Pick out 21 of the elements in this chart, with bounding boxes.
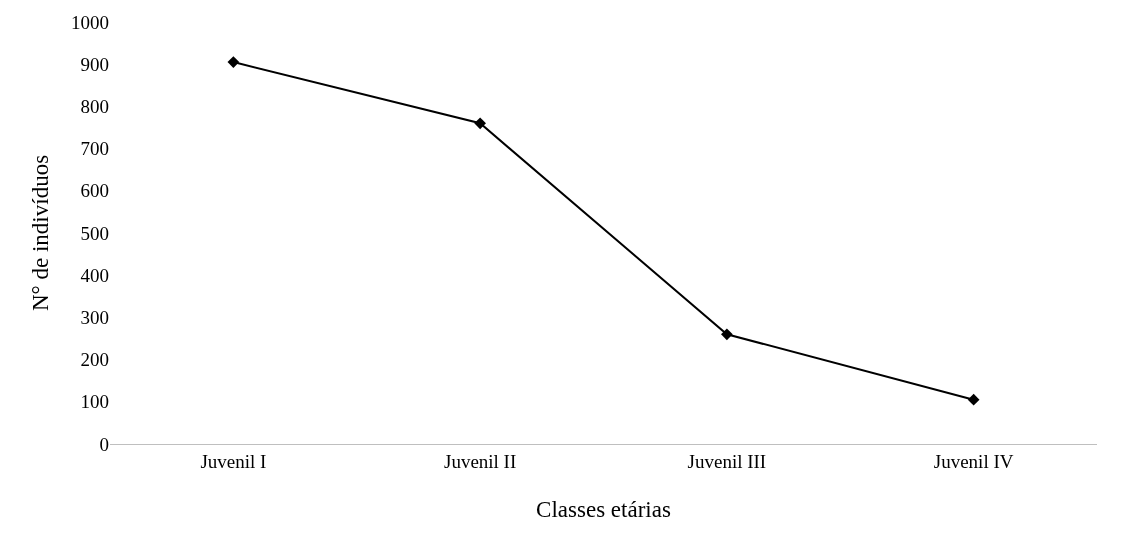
y-tick-label: 700 <box>80 138 109 160</box>
x-tick-label: Juvenil II <box>443 450 517 472</box>
x-axis-title: Classes etárias <box>536 497 671 523</box>
y-tick-label: 500 <box>80 222 109 244</box>
y-tick-label: 400 <box>80 264 109 286</box>
point <box>967 393 980 406</box>
x-tick-label: Juvenil I <box>200 450 267 472</box>
y-tick-label: 200 <box>80 349 109 371</box>
y-tick-label: 1000 <box>71 11 109 33</box>
y-tick-label: 900 <box>80 53 109 75</box>
x-tick-label: Juvenil III <box>687 450 767 472</box>
y-tick-label: 100 <box>80 391 109 413</box>
y-tick-label: 600 <box>80 180 109 202</box>
y-tick-label: 800 <box>80 96 109 118</box>
y-tick-label: 0 <box>99 433 109 455</box>
point <box>721 328 733 341</box>
point <box>227 56 240 68</box>
point <box>474 117 486 130</box>
y-tick-label: 300 <box>80 307 109 329</box>
y-axis-title: N° de indivíduos <box>28 154 54 312</box>
x-tick-label: Juvenil IV <box>933 450 1014 472</box>
